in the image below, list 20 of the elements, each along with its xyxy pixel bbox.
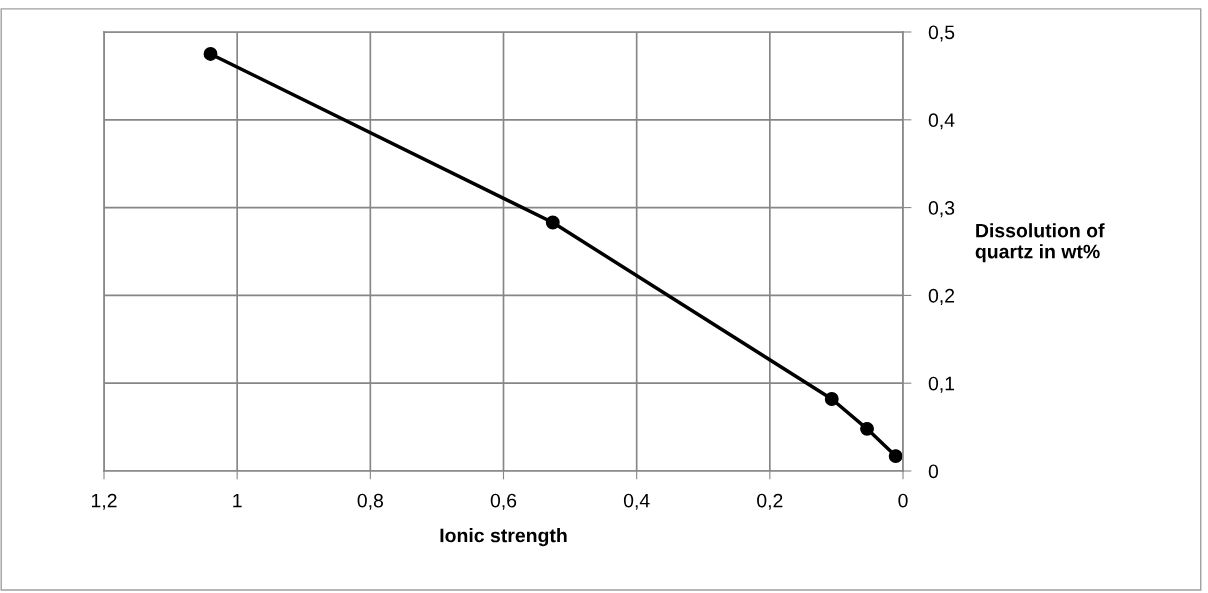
x-tick-label: 1,2 bbox=[91, 493, 117, 510]
x-tick-label: 0,8 bbox=[357, 493, 383, 510]
y-tick-label: 0,1 bbox=[928, 376, 955, 393]
x-tick-label: 0,4 bbox=[623, 493, 650, 510]
y-tick-label: 0,5 bbox=[928, 25, 955, 42]
x-tick-label: 0,2 bbox=[757, 493, 783, 510]
x-tick-label: 1 bbox=[233, 493, 242, 508]
x-tick-label: 0,6 bbox=[490, 493, 517, 510]
point bbox=[888, 449, 903, 464]
y-tick-label: 0,2 bbox=[928, 288, 955, 305]
y-tick-label: 0,4 bbox=[928, 113, 955, 130]
x-axis-title: Ionic strength bbox=[440, 528, 567, 547]
x-tick-label: 0 bbox=[898, 493, 908, 508]
y-tick-label: 0 bbox=[928, 464, 939, 479]
point bbox=[860, 421, 874, 436]
point bbox=[824, 392, 839, 406]
y-tick-label: 0,3 bbox=[928, 201, 955, 218]
y-axis-title: Dissolution of quartz in wt% bbox=[975, 223, 1105, 263]
point bbox=[203, 47, 218, 61]
point bbox=[545, 215, 560, 230]
